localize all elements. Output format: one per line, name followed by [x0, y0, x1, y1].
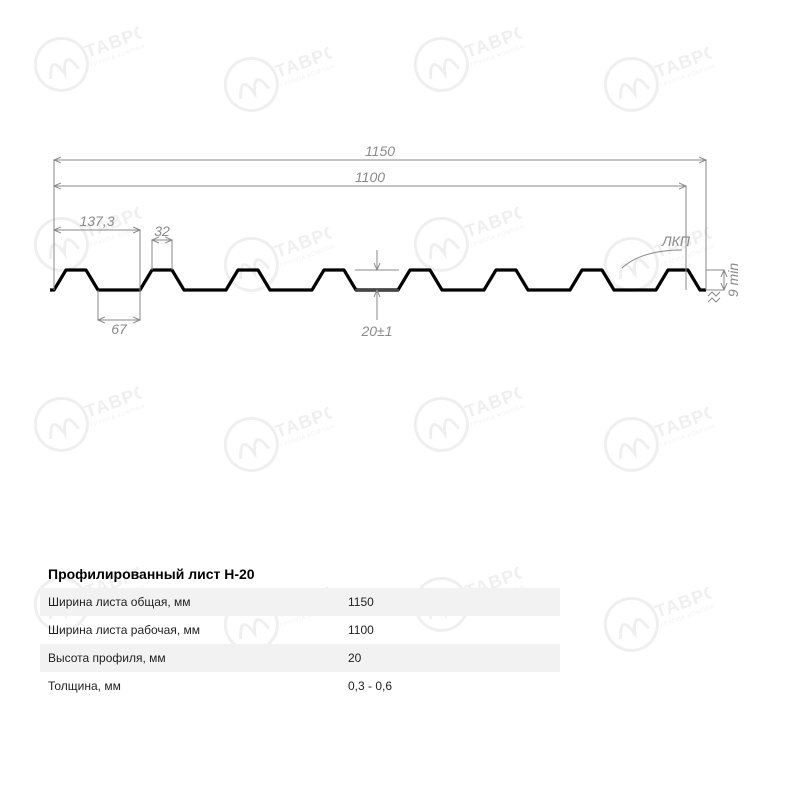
watermark: ТАВРОС ГРУППА КОМПАНИЙ	[203, 373, 357, 527]
svg-text:ГРУППА КОМПАНИЙ: ГРУППА КОМПАНИЙ	[659, 419, 725, 449]
dim-valley: 67	[111, 321, 128, 337]
dim-pitch: 137,3	[79, 213, 114, 229]
profile-diagram: ЛКП11501100137,3326720±19 min	[40, 140, 760, 360]
svg-text:ТАВРОС: ТАВРОС	[272, 395, 355, 441]
svg-text:ТАВРОС: ТАВРОС	[82, 15, 165, 61]
dim-crest: 32	[154, 223, 170, 239]
watermark: ТАВРОС ГРУППА КОМПАНИЙ	[13, 353, 167, 507]
svg-text:ТАВРОС: ТАВРОС	[462, 375, 545, 421]
svg-text:ГРУППА КОМПАНИЙ: ГРУППА КОМПАНИЙ	[89, 39, 155, 69]
spec-label: Ширина листа общая, мм	[48, 595, 348, 609]
watermark: ТАВРОС ГРУППА КОМПАНИЙ	[583, 553, 737, 707]
spec-title: Профилированный лист Н-20	[40, 560, 560, 588]
svg-text:ТАВРОС: ТАВРОС	[82, 375, 165, 421]
spec-label: Толщина, мм	[48, 679, 348, 693]
spec-table: Профилированный лист Н-20 Ширина листа о…	[40, 560, 560, 700]
watermark: ТАВРОС ГРУППА КОМПАНИЙ	[583, 373, 737, 527]
svg-text:ГРУППА КОМПАНИЙ: ГРУППА КОМПАНИЙ	[659, 59, 725, 89]
spec-value: 1150	[348, 595, 552, 609]
svg-text:ТАВРОС: ТАВРОС	[462, 15, 545, 61]
dim-height: 20±1	[360, 323, 392, 339]
spec-row: Высота профиля, мм 20	[40, 644, 560, 672]
svg-text:ГРУППА КОМПАНИЙ: ГРУППА КОМПАНИЙ	[89, 399, 155, 429]
spec-value: 0,3 - 0,6	[348, 679, 552, 693]
svg-text:ТАВРОС: ТАВРОС	[652, 35, 735, 81]
dim-working: 1100	[355, 169, 385, 185]
spec-row: Ширина листа общая, мм 1150	[40, 588, 560, 616]
svg-text:ГРУППА КОМПАНИЙ: ГРУППА КОМПАНИЙ	[659, 599, 725, 629]
spec-row: Толщина, мм 0,3 - 0,6	[40, 672, 560, 700]
spec-label: Высота профиля, мм	[48, 651, 348, 665]
profile-path	[50, 270, 706, 290]
svg-text:ГРУППА КОМПАНИЙ: ГРУППА КОМПАНИЙ	[279, 419, 345, 449]
svg-text:ГРУППА КОМПАНИЙ: ГРУППА КОМПАНИЙ	[469, 39, 535, 69]
svg-text:ГРУППА КОМПАНИЙ: ГРУППА КОМПАНИЙ	[469, 399, 535, 429]
dim-overall: 1150	[365, 143, 395, 159]
spec-value: 1100	[348, 623, 552, 637]
svg-text:ТАВРОС: ТАВРОС	[652, 575, 735, 621]
watermark: ТАВРОС ГРУППА КОМПАНИЙ	[393, 353, 547, 507]
spec-value: 20	[348, 651, 552, 665]
svg-text:ТАВРОС: ТАВРОС	[272, 35, 355, 81]
svg-text:ГРУППА КОМПАНИЙ: ГРУППА КОМПАНИЙ	[279, 59, 345, 89]
watermark: ТАВРОС ГРУППА КОМПАНИЙ	[393, 0, 547, 147]
dim-overlap: 9 min	[725, 263, 741, 297]
svg-text:ТАВРОС: ТАВРОС	[652, 395, 735, 441]
spec-row: Ширина листа рабочая, мм 1100	[40, 616, 560, 644]
watermark: ТАВРОС ГРУППА КОМПАНИЙ	[13, 0, 167, 147]
spec-label: Ширина листа рабочая, мм	[48, 623, 348, 637]
